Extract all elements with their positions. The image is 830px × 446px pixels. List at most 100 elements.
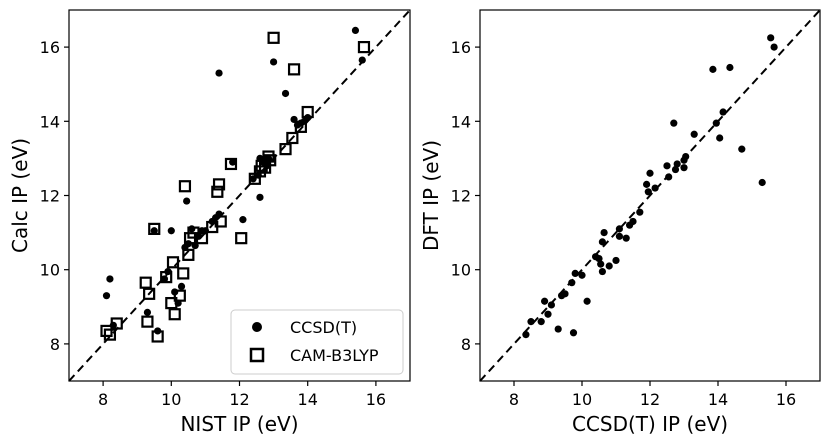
- left-x-tick-label: 16: [366, 390, 386, 409]
- left-point-ccsd-t-: [351, 26, 360, 35]
- left-point-cam-b3lyp: [173, 289, 186, 302]
- left-point-cam-b3lyp: [224, 157, 238, 171]
- left-point-cam-b3lyp: [160, 271, 173, 284]
- right-point-dft: [547, 301, 556, 309]
- left-point-cam-b3lyp: [166, 256, 180, 269]
- left-point-ccsd-t-: [215, 69, 223, 77]
- left-y-tick-label: 10: [40, 261, 60, 280]
- right-point-dft: [643, 180, 651, 188]
- left-chart: 8 10 12 14 16 8 10 12 14 16 NIST IP (eV) Calc IP …: [8, 9, 411, 436]
- right-data-points: [522, 34, 778, 339]
- left-point-cam-b3lyp: [262, 150, 275, 163]
- right-point-dft: [629, 217, 637, 226]
- left-point-ccsd-t-: [358, 56, 366, 64]
- left-x-tick-label: 8: [98, 390, 108, 409]
- left-point-ccsd-t-: [106, 275, 114, 283]
- right-point-dft: [615, 225, 624, 233]
- right-point-dft: [569, 329, 578, 337]
- left-data-points: [100, 26, 371, 343]
- left-point-cam-b3lyp: [168, 308, 181, 321]
- left-point-cam-b3lyp: [100, 324, 113, 338]
- right-point-dft: [522, 331, 530, 339]
- left-point-cam-b3lyp: [357, 40, 371, 54]
- left-point-cam-b3lyp: [143, 287, 156, 300]
- left-point-cam-b3lyp: [103, 328, 117, 341]
- left-point-cam-b3lyp: [139, 276, 152, 289]
- left-ticks: 8 10 12 14 16 8 10 12 14 16: [40, 38, 386, 409]
- legend-camb3lyp-marker: [249, 347, 265, 363]
- left-y-tick-label: 16: [40, 38, 60, 57]
- right-point-dft: [644, 188, 652, 196]
- right-x-axis-label: CCSD(T) IP (eV): [572, 412, 728, 436]
- left-point-cam-b3lyp: [301, 105, 314, 119]
- right-point-dft: [663, 162, 671, 170]
- left-point-cam-b3lyp: [151, 330, 164, 343]
- left-point-cam-b3lyp: [141, 315, 154, 328]
- left-x-tick-label: 14: [298, 390, 318, 409]
- left-point-cam-b3lyp: [212, 178, 226, 191]
- right-point-dft: [767, 34, 775, 42]
- left-point-cam-b3lyp: [267, 31, 280, 44]
- right-point-dft: [719, 108, 727, 116]
- right-point-dft: [665, 173, 673, 181]
- right-point-dft: [561, 290, 569, 298]
- right-point-dft: [651, 184, 659, 192]
- right-x-tick-label: 12: [640, 390, 660, 409]
- left-point-ccsd-t-: [150, 227, 158, 235]
- right-point-dft: [770, 43, 778, 51]
- left-point-ccsd-t-: [270, 58, 278, 66]
- right-point-dft: [571, 269, 579, 278]
- left-point-cam-b3lyp: [177, 267, 190, 280]
- right-point-dft: [646, 169, 654, 177]
- right-point-dft: [758, 178, 766, 187]
- left-point-ccsd-t-: [256, 193, 264, 201]
- right-point-dft: [622, 234, 630, 242]
- right-point-dft: [598, 238, 607, 246]
- left-point-ccsd-t-: [167, 227, 175, 235]
- left-point-cam-b3lyp: [110, 317, 123, 330]
- right-ticks: 8 10 12 14 16 8 10 12 14 16: [451, 38, 797, 409]
- left-y-tick-label: 14: [40, 112, 60, 131]
- left-point-cam-b3lyp: [211, 185, 224, 198]
- left-point-cam-b3lyp: [214, 215, 227, 228]
- legend: CCSD(T) CAM-B3LYP: [230, 309, 404, 375]
- right-point-dft: [738, 145, 746, 153]
- right-point-dft: [537, 318, 545, 326]
- right-point-dft: [690, 130, 698, 138]
- left-point-cam-b3lyp: [286, 131, 299, 145]
- right-x-tick-label: 14: [708, 390, 728, 409]
- right-y-tick-label: 8: [461, 335, 471, 354]
- legend-camb3lyp-label: CAM-B3LYP: [290, 346, 379, 365]
- right-point-dft: [578, 271, 586, 279]
- left-point-cam-b3lyp: [195, 232, 209, 245]
- left-point-cam-b3lyp: [165, 296, 178, 310]
- right-point-dft: [597, 260, 605, 268]
- right-point-dft: [680, 164, 688, 172]
- left-point-ccsd-t-: [183, 197, 191, 205]
- right-point-dft: [605, 262, 613, 270]
- right-y-tick-label: 16: [451, 38, 471, 57]
- right-point-dft: [712, 119, 720, 127]
- legend-box: [230, 309, 404, 375]
- right-point-dft: [583, 297, 591, 305]
- left-point-cam-b3lyp: [178, 180, 192, 193]
- right-point-dft: [598, 267, 607, 276]
- left-y-tick-label: 12: [40, 187, 60, 206]
- right-x-tick-label: 16: [776, 390, 796, 409]
- left-identity-line: [68, 9, 411, 382]
- right-y-tick-label: 14: [451, 112, 471, 131]
- right-point-dft: [595, 254, 603, 263]
- left-point-cam-b3lyp: [287, 63, 301, 76]
- left-point-ccsd-t-: [102, 292, 111, 300]
- right-x-tick-label: 8: [509, 390, 519, 409]
- right-point-dft: [544, 310, 552, 318]
- left-point-cam-b3lyp: [294, 120, 307, 133]
- right-chart: 8 10 12 14 16 8 10 12 14 16 CCSD(T) IP (eV) DFT I…: [419, 9, 821, 436]
- left-point-ccsd-t-: [177, 282, 186, 290]
- legend-ccsd-marker: [252, 322, 262, 332]
- left-x-tick-label: 10: [161, 390, 181, 409]
- right-point-dft: [636, 208, 644, 216]
- left-point-ccsd-t-: [143, 308, 152, 316]
- right-x-tick-label: 10: [572, 390, 592, 409]
